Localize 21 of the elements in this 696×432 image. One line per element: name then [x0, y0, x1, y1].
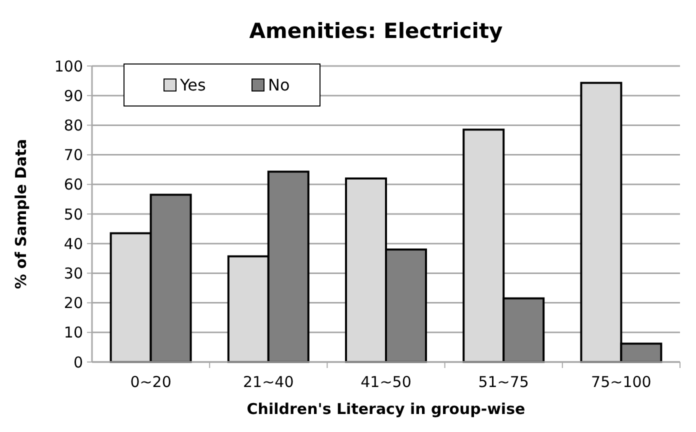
x-tick-label: 51~75 [478, 373, 529, 391]
legend-label: No [268, 76, 290, 95]
chart-title: Amenities: Electricity [249, 19, 504, 43]
legend-label: Yes [179, 76, 206, 95]
y-tick-label: 20 [64, 294, 83, 312]
x-tick-label: 75~100 [591, 373, 652, 391]
x-axis-title: Children's Literacy in group-wise [246, 400, 526, 418]
y-tick-label: 100 [54, 57, 83, 76]
y-tick-label: 60 [64, 176, 83, 194]
y-tick-label: 10 [64, 324, 83, 342]
x-tick-label: 0~20 [130, 373, 172, 391]
y-tick-label: 80 [64, 116, 83, 134]
y-tick-label: 50 [64, 205, 83, 224]
y-tick-label: 90 [64, 86, 83, 105]
y-tick-label: 70 [64, 146, 83, 164]
y-axis-title: % of Sample Data [12, 139, 30, 289]
y-tick-label: 40 [64, 234, 83, 253]
x-tick-label: 41~50 [360, 373, 412, 391]
x-tick-label: 21~40 [243, 373, 294, 391]
y-tick-label: 30 [64, 264, 83, 282]
y-tick-label: 0 [73, 353, 83, 372]
